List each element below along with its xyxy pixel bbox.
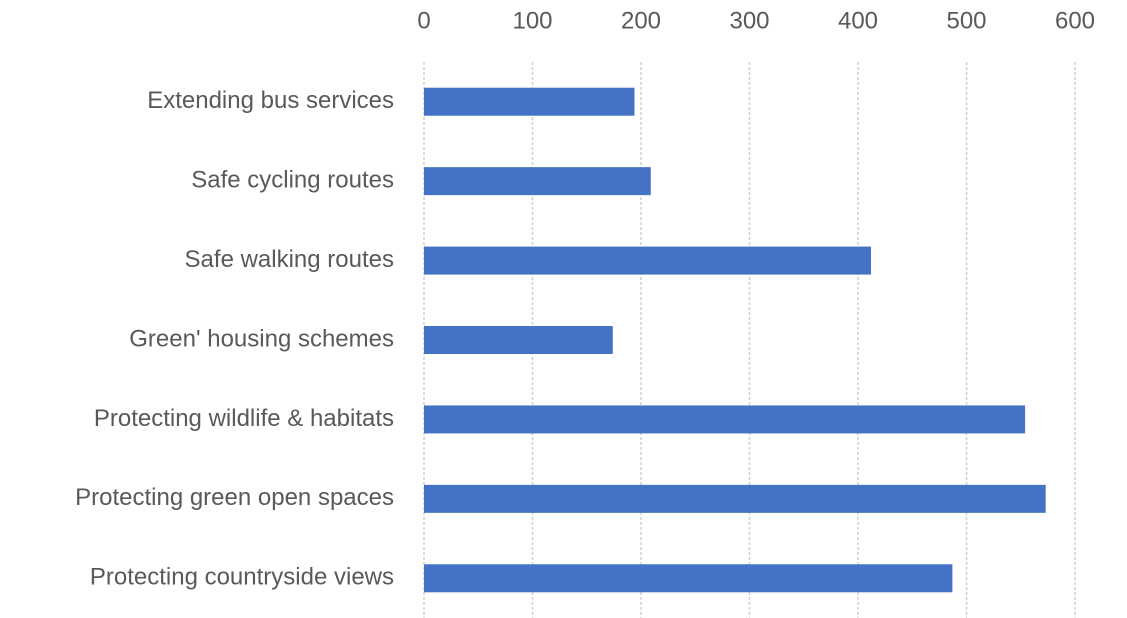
bar: [424, 326, 613, 354]
y-tick-label: Green' housing schemes: [129, 325, 394, 352]
bar: [424, 246, 872, 275]
y-tick-label: Safe cycling routes: [191, 166, 394, 193]
x-tick-label: 500: [946, 7, 986, 34]
bar: [424, 405, 1026, 434]
y-tick-label: Safe walking routes: [185, 246, 394, 273]
x-tick-label: 400: [838, 7, 878, 34]
bar: [424, 484, 1046, 513]
y-tick-label: Protecting wildlife & habitats: [94, 405, 394, 432]
bar: [424, 87, 635, 116]
y-tick-label: Extending bus services: [147, 87, 394, 114]
y-tick-label: Protecting countryside views: [90, 564, 394, 591]
x-tick-label: 100: [512, 7, 552, 34]
bar: [424, 564, 953, 593]
x-tick-label: 200: [621, 7, 661, 34]
x-tick-label: 300: [729, 7, 769, 34]
bar: [424, 167, 651, 196]
x-tick-label: 600: [1055, 7, 1095, 34]
y-tick-label: Protecting green open spaces: [75, 484, 394, 511]
x-tick-label: 0: [417, 7, 430, 34]
